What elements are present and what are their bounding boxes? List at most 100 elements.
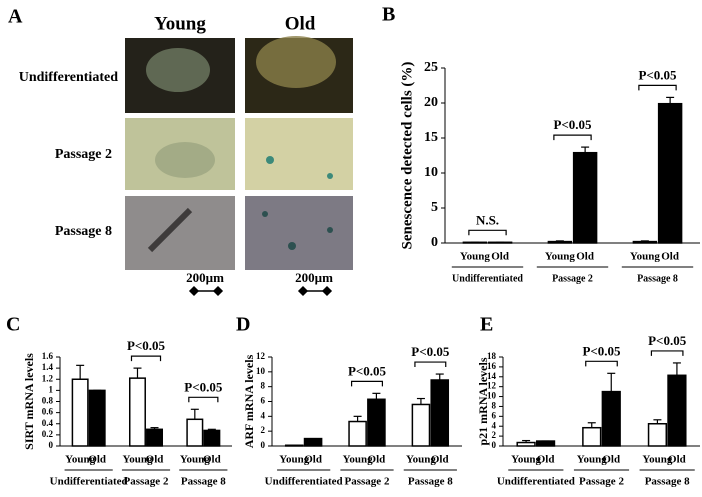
y-tick-label: 0.4 <box>42 418 54 428</box>
annotation: P<0.05 <box>582 343 621 358</box>
significance-bracket <box>130 355 162 362</box>
group-label: Passage 2 <box>579 476 624 488</box>
bar <box>284 444 304 447</box>
x-tick-label: Young <box>630 251 660 263</box>
micrographs <box>125 36 353 270</box>
row-label: Passage 8 <box>55 224 112 239</box>
y-tick-label: 6 <box>492 410 497 420</box>
y-tick-label: 6 <box>261 396 266 406</box>
significance-bracket <box>638 84 677 91</box>
annotation: P<0.05 <box>638 67 677 82</box>
bar <box>632 240 658 244</box>
y-tick-label: 14 <box>487 371 497 381</box>
bar <box>516 441 536 447</box>
y-axis-label: SIRT mRNA levels <box>22 353 36 450</box>
x-tick-label: Old <box>661 251 679 263</box>
y-tick-label: 10 <box>256 366 266 376</box>
scale-bar-label: 200µm <box>186 270 224 285</box>
annotation: P<0.05 <box>648 333 687 348</box>
bar <box>411 403 431 447</box>
stained-cell <box>262 211 268 217</box>
group-label: Undifferentiated <box>452 273 523 284</box>
x-tick-label: Young <box>545 251 575 263</box>
group-label: Passage 8 <box>408 476 453 488</box>
significance-bracket <box>468 229 507 236</box>
y-tick-label: 0 <box>261 440 266 450</box>
x-tick-label: Old <box>537 454 555 466</box>
significance-bracket <box>414 361 447 368</box>
annotation: P<0.05 <box>184 379 223 394</box>
y-tick-label: 0.2 <box>42 429 54 439</box>
cells <box>155 142 215 178</box>
y-tick-label: 25 <box>424 60 438 75</box>
bar <box>303 437 323 447</box>
x-tick-label: Old <box>491 251 509 263</box>
bar <box>128 377 146 447</box>
x-tick-label: Old <box>304 454 322 466</box>
stained-cell <box>266 156 274 164</box>
y-tick-label: 10 <box>424 165 438 180</box>
group-label: Passage 2 <box>552 273 593 284</box>
y-tick-label: 4 <box>261 410 266 420</box>
bar <box>146 428 164 447</box>
group-label: Passage 2 <box>345 476 390 488</box>
y-tick-label: 15 <box>424 130 438 145</box>
significance-bracket <box>553 134 592 141</box>
bar <box>186 418 204 447</box>
y-tick-label: 1 <box>49 384 54 394</box>
group-label: Passage 8 <box>181 476 226 488</box>
bar <box>601 390 621 447</box>
significance-bracket <box>650 350 684 356</box>
stained-cell <box>327 227 333 233</box>
micrograph <box>245 118 353 190</box>
significance-bracket <box>585 360 618 367</box>
x-tick-label: Young <box>343 454 373 466</box>
row-label: Passage 2 <box>55 147 112 162</box>
y-tick-label: 2 <box>492 430 497 440</box>
x-tick-label: Old <box>146 454 164 466</box>
significance-bracket <box>350 380 384 387</box>
y-tick-label: 12 <box>256 351 266 361</box>
bar <box>203 429 221 447</box>
panel-label: D <box>236 314 250 336</box>
y-tick-label: 10 <box>487 391 497 401</box>
x-tick-label: Young <box>180 454 210 466</box>
significance-bracket <box>188 396 219 403</box>
column-header: Young <box>154 13 206 34</box>
x-tick-label: Young <box>577 454 607 466</box>
bar <box>667 374 687 447</box>
scale-bar-label: 200µm <box>295 270 333 285</box>
bar <box>430 379 450 447</box>
scale-bar-end <box>297 285 333 297</box>
bar <box>88 389 106 447</box>
group-label: Undifferentiated <box>265 476 343 488</box>
y-tick-label: 0 <box>492 440 497 450</box>
panel-label: C <box>6 314 20 336</box>
x-tick-label: Young <box>279 454 309 466</box>
annotation: P<0.05 <box>127 338 166 353</box>
group-label: Passage 8 <box>637 273 678 284</box>
bar <box>487 241 513 244</box>
group-label: Undifferentiated <box>50 476 128 488</box>
bar <box>657 102 683 244</box>
bar <box>647 423 668 447</box>
panel-label: A <box>8 6 23 28</box>
micrograph <box>125 196 235 270</box>
y-tick-label: 8 <box>261 381 266 391</box>
bar <box>367 398 386 447</box>
annotation: P<0.05 <box>553 117 592 132</box>
y-tick-label: 0.8 <box>42 396 54 406</box>
bar <box>348 420 367 447</box>
bar <box>582 426 602 447</box>
annotation: P<0.05 <box>411 344 450 359</box>
annotation: N.S. <box>476 212 499 227</box>
micrograph <box>245 196 353 270</box>
panel-label: E <box>480 314 493 336</box>
y-tick-label: 1.2 <box>42 373 54 383</box>
x-tick-label: Young <box>642 454 672 466</box>
scale-bar-end <box>188 285 224 297</box>
x-tick-label: Young <box>406 454 436 466</box>
scratch <box>147 207 193 253</box>
y-tick-label: 1.6 <box>42 351 54 361</box>
x-tick-label: Old <box>602 454 620 466</box>
